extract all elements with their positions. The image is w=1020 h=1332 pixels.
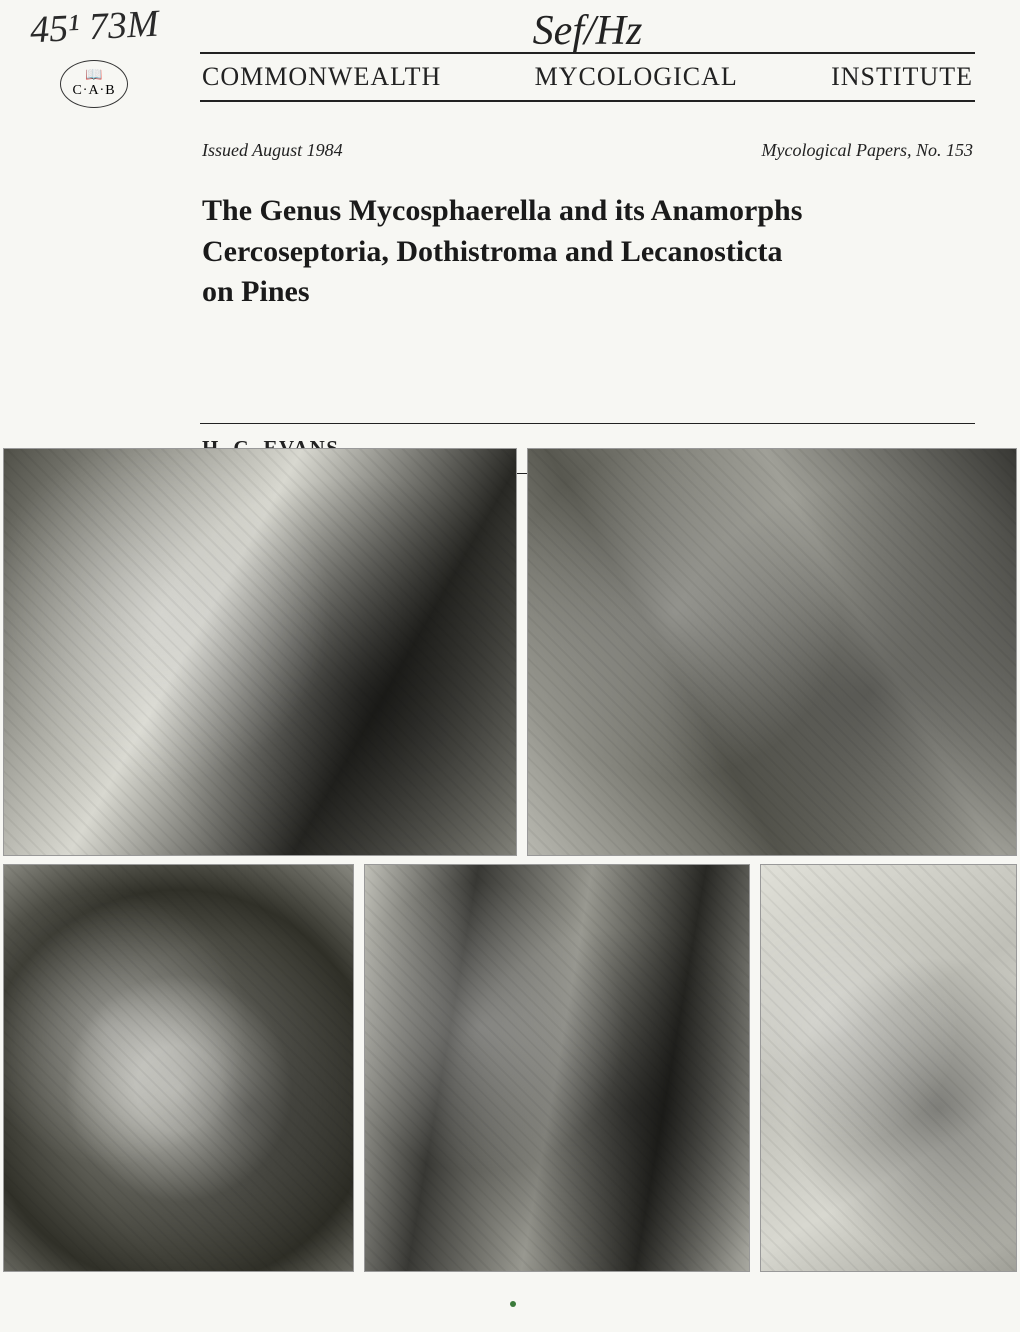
micrograph-bottom-left <box>3 864 354 1272</box>
institute-name-row: COMMONWEALTH MYCOLOGICAL INSTITUTE <box>200 54 975 100</box>
content-area: Sef/Hz COMMONWEALTH MYCOLOGICAL INSTITUT… <box>200 0 975 474</box>
micrograph-top-left <box>3 448 517 856</box>
title-line-2: Cercoseptoria, Dothistroma and Lecanosti… <box>202 232 973 273</box>
title-line-3: on Pines <box>202 272 973 313</box>
handwritten-signature: Sef/Hz <box>200 10 975 52</box>
figure-grid <box>0 448 1020 1272</box>
institute-word-1: COMMONWEALTH <box>202 62 441 92</box>
series-number: Mycological Papers, No. 153 <box>762 140 973 161</box>
micrograph-bottom-center <box>364 864 749 1272</box>
figure-row-1 <box>3 448 1017 856</box>
page-container: 45¹ 73M 📖 C·A·B Sef/Hz COMMONWEALTH MYCO… <box>0 0 1020 1332</box>
paper-title: The Genus Mycosphaerella and its Anamorp… <box>200 191 975 313</box>
publication-meta-row: Issued August 1984 Mycological Papers, N… <box>200 102 975 161</box>
micrograph-top-right <box>527 448 1017 856</box>
institute-word-3: INSTITUTE <box>831 62 973 92</box>
cab-logo-text: C·A·B <box>72 83 115 99</box>
institute-word-2: MYCOLOGICAL <box>535 62 738 92</box>
title-line-1: The Genus Mycosphaerella and its Anamorp… <box>202 191 973 232</box>
handwritten-catalog-number: 45¹ 73M <box>29 2 160 53</box>
book-icon: 📖 <box>85 69 102 83</box>
figure-row-2 <box>3 864 1017 1272</box>
micrograph-bottom-right <box>760 864 1017 1272</box>
issue-date: Issued August 1984 <box>202 140 343 161</box>
page-dot-marker <box>510 1301 516 1307</box>
cab-logo: 📖 C·A·B <box>60 60 128 108</box>
